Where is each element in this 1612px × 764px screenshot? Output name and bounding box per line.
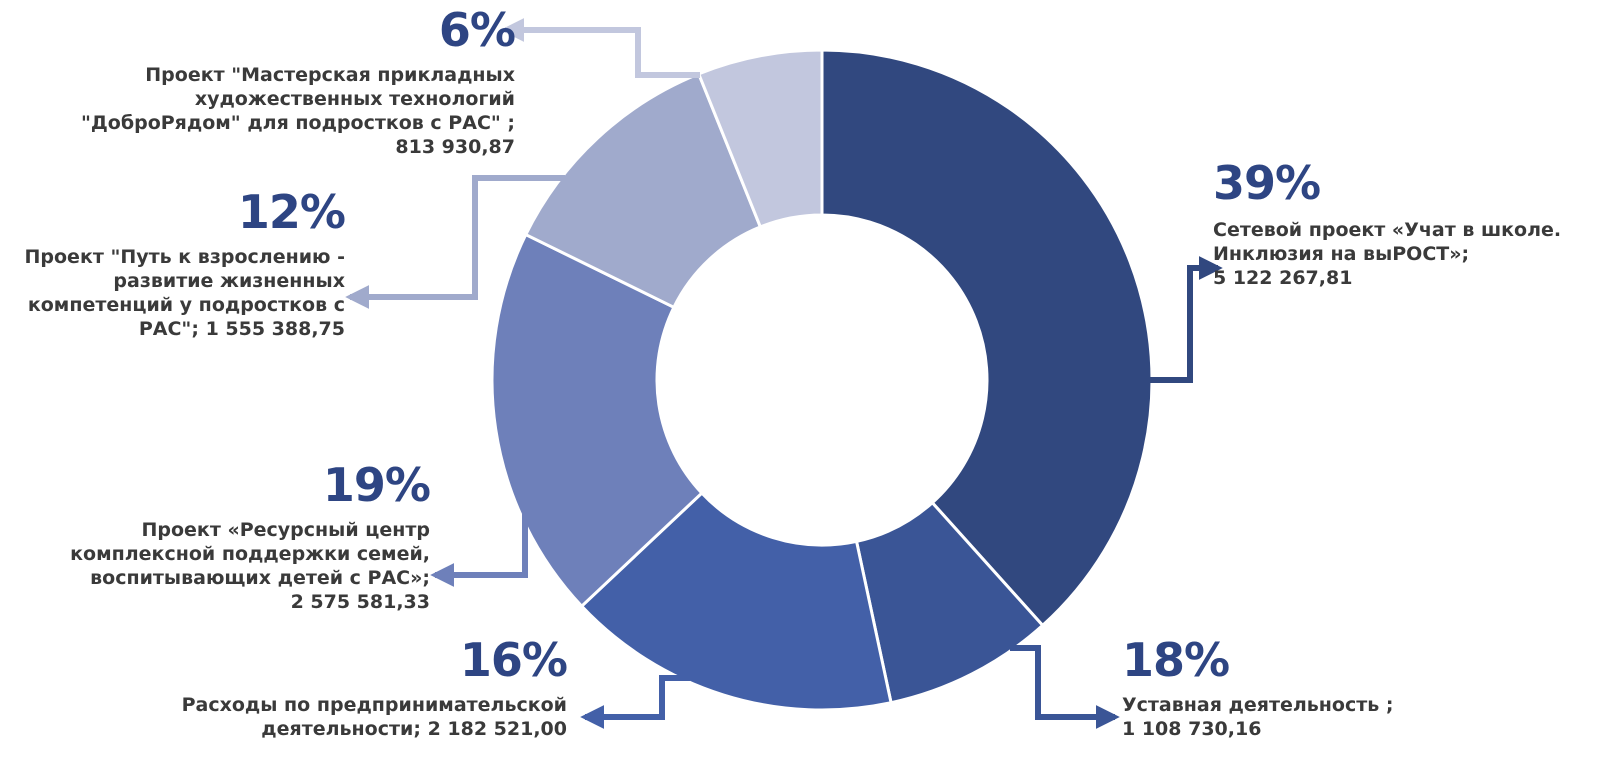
donut-segment: [490, 232, 704, 609]
leader-line: [580, 675, 690, 729]
value-label: 2 182 521,00: [427, 718, 567, 740]
donut-segment: [820, 48, 1154, 628]
percent-label: 19%: [322, 458, 431, 512]
segment-label: Сетевой проект «Учат в школе. Инклюзия н…: [1213, 218, 1608, 290]
value-label: 2 575 581,33: [290, 591, 430, 613]
donut: [490, 48, 1154, 712]
leader-line: [430, 470, 528, 587]
category-name: Уставная деятельность ;: [1122, 694, 1394, 716]
segment-label: Расходы по предпринимательской деятельно…: [147, 693, 567, 741]
category-name: Сетевой проект «Учат в школе. Инклюзия н…: [1213, 219, 1562, 265]
category-name: Проект "Путь к взрослению - развитие жиз…: [24, 246, 346, 340]
value-label: 1 555 388,75: [205, 318, 345, 340]
segment-label: Проект "Путь к взрослению - развитие жиз…: [0, 245, 346, 341]
value-label: 5 122 267,81: [1213, 267, 1353, 289]
percent-label: 39%: [1213, 156, 1321, 210]
segment-label: Проект «Ресурсный центр комплексной подд…: [40, 518, 430, 614]
leader-line: [1148, 256, 1223, 383]
category-name: Проект «Ресурсный центр комплексной подд…: [70, 519, 430, 589]
leader-line: [500, 17, 700, 78]
percent-label: 12%: [237, 185, 346, 239]
segment-label: Уставная деятельность ; 1 108 730,16: [1122, 693, 1522, 741]
segment-label: Проект "Мастерская прикладных художестве…: [50, 63, 515, 159]
leader-line: [345, 175, 565, 309]
donut-segment: [696, 48, 824, 229]
category-name: Расходы по предпринимательской деятельно…: [181, 694, 567, 740]
percent-label: 18%: [1122, 633, 1230, 687]
percent-label: 6%: [438, 3, 516, 57]
value-label: 813 930,87: [395, 136, 515, 158]
donut-segment: [579, 490, 893, 712]
leader-line: [1010, 645, 1120, 729]
leader-lines: [345, 17, 1223, 729]
value-label: 1 108 730,16: [1122, 718, 1262, 740]
category-name: Проект "Мастерская прикладных художестве…: [80, 64, 515, 134]
percent-label: 16%: [459, 633, 568, 687]
